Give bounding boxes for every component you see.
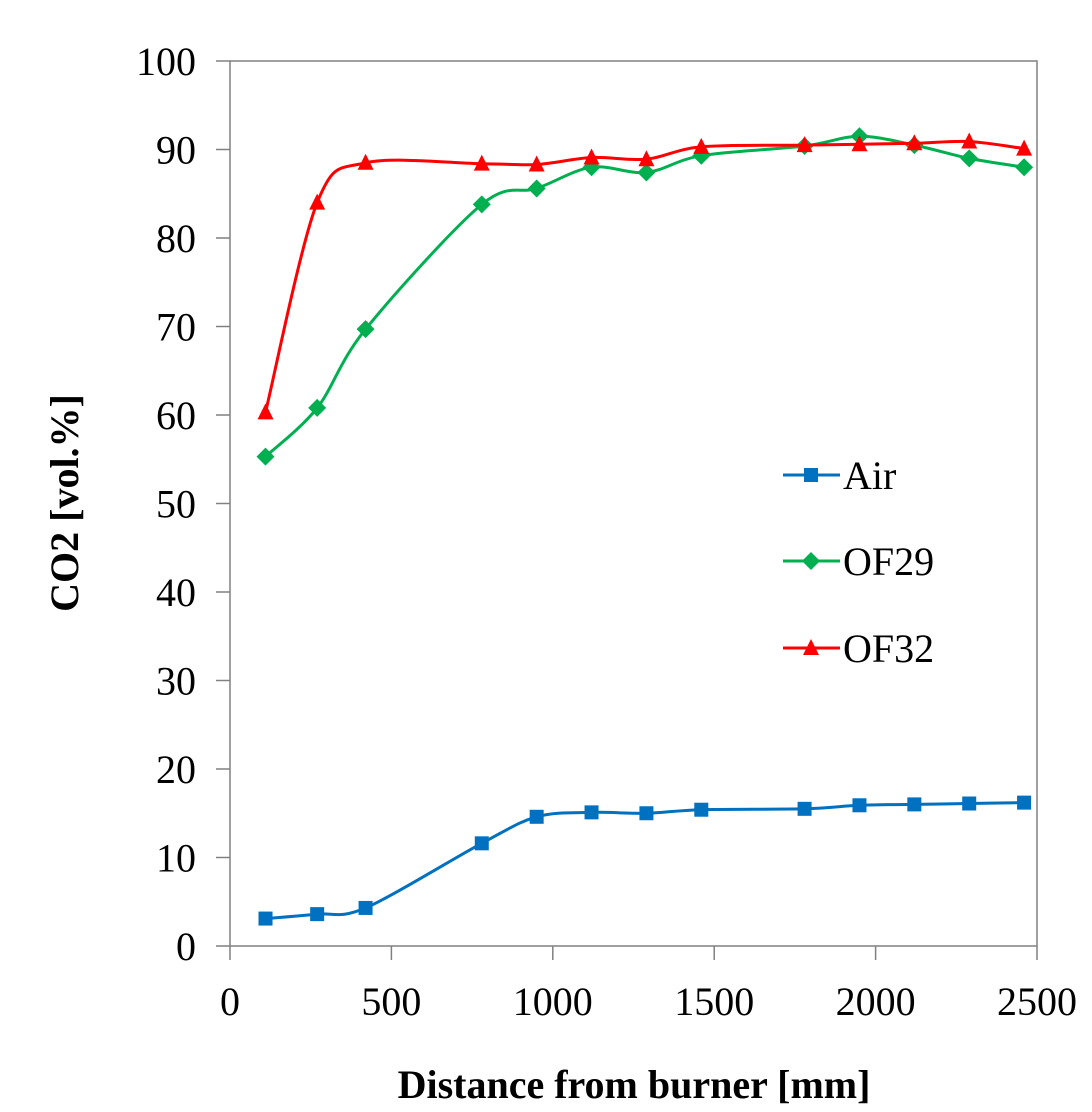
legend: Air OF29 OF32 [783,453,934,671]
y-tick-label: 50 [156,482,196,527]
legend-item-of32: OF32 [783,626,934,671]
x-tick-label: 2500 [997,979,1077,1024]
data-point-of32 [851,135,868,152]
data-point-of32 [528,155,545,172]
y-tick-label: 80 [156,216,196,261]
series-line-of32 [264,139,1025,413]
data-point-of29 [256,447,275,466]
data-point-air [694,802,709,817]
data-point-of32 [257,403,274,420]
x-tick-label: 1000 [513,979,593,1024]
data-point-of32 [961,132,978,149]
legend-marker-air [804,468,818,482]
y-axis: 0 10 20 30 40 50 60 70 80 90 100 [136,39,230,969]
data-point-air [1017,795,1032,810]
x-axis: 0 500 1000 1500 2000 2500 [220,946,1077,1024]
legend-label-air: Air [843,453,896,498]
data-point-air [358,900,373,915]
data-point-of29 [472,195,491,214]
data-point-of29 [527,179,546,198]
data-point-air [310,907,325,922]
y-tick-label: 90 [156,128,196,173]
data-point-air [907,797,922,812]
data-point-of32 [796,136,813,153]
y-tick-label: 0 [176,924,196,969]
legend-marker-of29 [802,552,820,570]
data-point-of29 [308,398,327,417]
series-layer [256,127,1034,926]
series-line-of29 [264,134,1025,458]
y-tick-label: 30 [156,659,196,704]
x-tick-label: 1500 [674,979,754,1024]
x-tick-label: 2000 [836,979,916,1024]
data-point-of32 [638,150,655,167]
data-point-air [797,801,812,816]
data-point-of32 [906,134,923,151]
legend-label-of29: OF29 [843,539,934,584]
data-point-air [529,809,544,824]
legend-label-of32: OF32 [843,626,934,671]
legend-marker-of32 [803,639,819,655]
y-tick-label: 60 [156,393,196,438]
series-of29 [256,127,1034,466]
data-point-of32 [357,153,374,170]
y-axis-title: CO2 [vol.%] [42,394,87,612]
legend-item-air: Air [783,453,896,498]
data-point-of29 [356,320,375,339]
data-point-air [639,806,654,821]
data-point-air [962,796,977,811]
x-tick-label: 0 [220,979,240,1024]
y-tick-label: 10 [156,836,196,881]
data-point-air [584,805,599,820]
x-tick-label: 500 [361,979,421,1024]
data-point-of29 [960,149,979,168]
y-tick-label: 20 [156,747,196,792]
data-point-of32 [473,154,490,171]
data-point-air [258,911,273,926]
x-axis-title: Distance from burner [mm] [398,1062,871,1107]
series-air [258,795,1032,926]
data-point-air [852,798,867,813]
series-of32 [257,132,1033,420]
data-point-of29 [637,163,656,182]
data-point-of32 [583,148,600,165]
data-point-of32 [693,137,710,154]
legend-item-of29: OF29 [783,539,934,584]
data-point-of29 [1015,158,1034,177]
data-point-air [474,836,489,851]
y-tick-label: 40 [156,570,196,615]
y-tick-label: 70 [156,305,196,350]
data-point-of32 [309,193,326,210]
y-tick-label: 100 [136,39,196,84]
data-point-of32 [1016,139,1033,156]
